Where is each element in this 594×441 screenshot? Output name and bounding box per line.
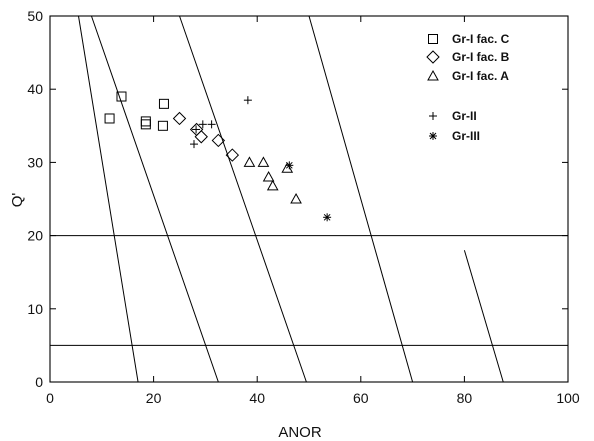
legend-square-marker: [428, 34, 438, 44]
diamond-point: [172, 111, 187, 126]
legend-asterisk-marker: [429, 132, 437, 140]
x-tick-label: 80: [457, 390, 473, 406]
x-tick-label: 60: [353, 390, 369, 406]
y-tick-label: 0: [35, 374, 43, 390]
x-tick-label: 20: [146, 390, 162, 406]
legend-entry-label: Gr-I fac. C: [452, 32, 510, 46]
square-point: [104, 113, 115, 124]
legend-plus-marker: [429, 112, 437, 120]
diamond-point: [194, 130, 208, 144]
axis-ticks: 0 20 40 60 80 100 0 10 20 30 40 50: [27, 8, 579, 406]
y-tick-label: 20: [27, 228, 43, 244]
triangle-point: [290, 192, 302, 204]
plus-point: [207, 120, 216, 129]
legend-diamond-marker: [426, 50, 440, 64]
field-boundary-line: [90, 15, 219, 383]
field-boundaries: [50, 15, 568, 383]
field-boundary-line: [77, 15, 139, 383]
plot-frame: [49, 15, 569, 383]
plus-point: [243, 96, 252, 105]
plus-point: [190, 140, 199, 149]
square-point: [158, 98, 169, 109]
asterisk-point: [323, 213, 332, 222]
data-points: [104, 91, 332, 222]
y-tick-label: 40: [27, 81, 43, 97]
triangle-point: [266, 179, 279, 191]
triangle-point: [257, 156, 270, 167]
square-point: [157, 120, 168, 131]
field-boundary-line: [308, 15, 414, 383]
asterisk-point: [285, 161, 294, 170]
x-tick-label: 40: [249, 390, 265, 406]
legend: Gr-I fac. C Gr-I fac. B Gr-I fac. A Gr-II Gr…: [426, 32, 510, 143]
x-tick-label: 100: [556, 390, 580, 406]
legend-triangle-marker: [427, 69, 439, 81]
legend-entry-label: Gr-I fac. B: [452, 50, 510, 64]
square-point: [140, 119, 151, 130]
legend-entry-label: Gr-I fac. A: [452, 69, 509, 83]
x-tick-label: 0: [46, 390, 54, 406]
y-axis-title: Q': [9, 193, 26, 208]
diamond-point: [225, 148, 240, 162]
plus-point: [192, 125, 201, 134]
square-point: [116, 91, 127, 102]
diamond-point: [211, 133, 226, 148]
field-boundary-line: [463, 250, 504, 383]
x-axis-title: ANOR: [278, 424, 322, 441]
y-tick-label: 10: [27, 301, 43, 317]
triangle-point: [262, 171, 275, 182]
y-tick-label: 30: [27, 154, 43, 170]
y-tick-label: 50: [27, 8, 43, 24]
plus-point: [198, 120, 207, 129]
legend-entry-label: Gr-II: [452, 109, 477, 123]
field-boundary-line: [179, 15, 307, 383]
triangle-point: [243, 156, 256, 167]
square-point: [140, 116, 151, 127]
legend-entry-label: Gr-III: [452, 129, 480, 143]
